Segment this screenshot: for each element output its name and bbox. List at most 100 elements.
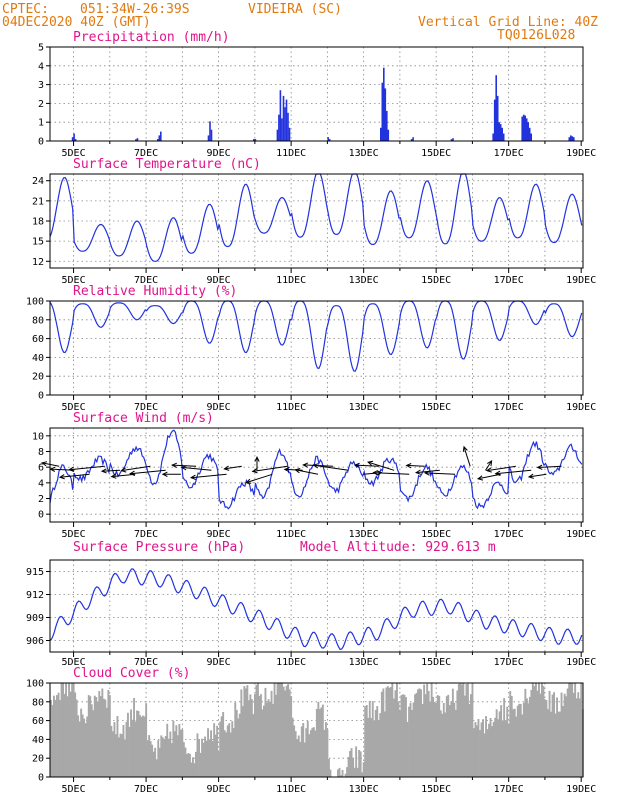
cloud-bar [142,715,145,777]
cloud-bar [257,683,259,777]
wind-arrow [111,473,136,478]
cloud-bar [299,741,302,777]
precip-bar [74,139,77,141]
cloud-bar [189,754,191,777]
y-tick-label: 21 [32,196,44,207]
cloud-bar [281,683,283,777]
y-tick-label: 100 [26,297,44,308]
cloud-bar [507,723,510,777]
cloud-bar [547,709,549,777]
x-tick-label: 5DEC [62,402,86,413]
cloud-bar [63,693,66,777]
cloud-bar [288,689,291,777]
wind-arrow [367,461,395,471]
cloud-bar [96,701,99,777]
cloud-bar [323,729,326,777]
precip-bar [158,135,161,141]
cloud-bar [57,692,60,777]
cloud-bar [152,751,155,777]
cloud-bar [356,767,359,777]
cloud-bar [403,694,406,777]
cloud-bar [380,691,383,777]
cloud-bar [460,684,463,777]
cloud-bar [305,728,308,777]
wind-arrow-head [536,464,543,470]
cloud-bar [471,683,474,777]
wind-arrow-head [294,468,301,474]
precip-bar [157,139,159,141]
cloud-bar [161,737,164,777]
y-tick-label: 20 [32,372,44,383]
cloud-bar [516,705,519,777]
cloud-bar [172,720,175,777]
wind-arrow [59,473,90,478]
precip-bar [160,131,162,141]
cloud-bar [104,699,107,777]
cloud-bar [62,683,64,777]
precip-bar [498,122,500,141]
x-tick-label: 9DEC [207,657,231,668]
cloud-bar [89,696,92,777]
precip-bar [281,118,283,141]
precip-bar [284,107,286,141]
plot-frame [49,46,584,142]
y-tick-label: 100 [26,679,44,690]
cloud-bar [528,696,531,777]
y-tick-label: 40 [32,735,44,746]
wind-arrow [485,460,493,471]
cloud-bar [554,713,557,777]
wind-arrow [537,465,562,468]
wind-arrow-head [494,470,501,476]
x-tick-label: 9DEC [207,529,231,540]
precip-bar [522,114,525,141]
precip-bar [380,127,382,141]
panel-precipitation: Precipitation (mm/h) 0 1 2 3 4 5 5DEC 7DEC 9DEC 11… [38,30,596,159]
cloud-bar [433,702,436,777]
cloud-bar [217,751,220,777]
wind-arrow-head [120,467,127,473]
x-tick-label: 11DEC [276,657,306,668]
cloud-bar [448,705,451,777]
cloud-bar [54,699,57,777]
cloud-bar [219,721,222,777]
cloud-bar [127,712,129,777]
cloud-bar [531,683,534,777]
cloud-bar [515,716,518,777]
cloud-bar [447,694,450,777]
wind-arrow [246,473,273,484]
cloud-bar [385,687,388,777]
cloud-bar [192,757,194,777]
precip-bar [383,67,385,141]
cloud-bar [456,690,459,777]
cloud-bar [550,711,552,777]
precip-bar [288,127,291,141]
cloud-bar [349,751,351,777]
cloud-bar [238,713,241,777]
precip-bar [499,124,502,141]
cloud-bar [309,730,312,777]
wind-arrow [373,472,410,475]
header-grid-note: Vertical Grid Line: 40Z [418,15,598,30]
precip-bar [570,135,572,141]
wind-arrow [130,469,166,475]
cloud-bar [424,694,427,777]
precip-bar [279,90,282,141]
cloud-bar [69,691,72,777]
plot-frame [49,300,584,396]
cloud-bar [237,718,240,777]
cloud-bar [290,696,293,777]
cloud-bar [525,698,528,777]
wind-arrow-head [405,463,412,469]
y-tick-label: 80 [32,315,44,326]
cloud-bar [574,683,577,777]
cloud-bar [337,769,339,777]
cloud-bar [535,683,537,777]
cloud-bar [163,739,166,777]
x-tick-label: 7DEC [134,148,158,159]
cloud-bar [81,714,84,777]
cloud-bar [252,714,255,777]
wind-arrow-head [476,475,484,481]
x-tick-label: 15DEC [421,657,451,668]
cloud-bar [341,770,344,777]
cloud-bar [344,773,347,777]
